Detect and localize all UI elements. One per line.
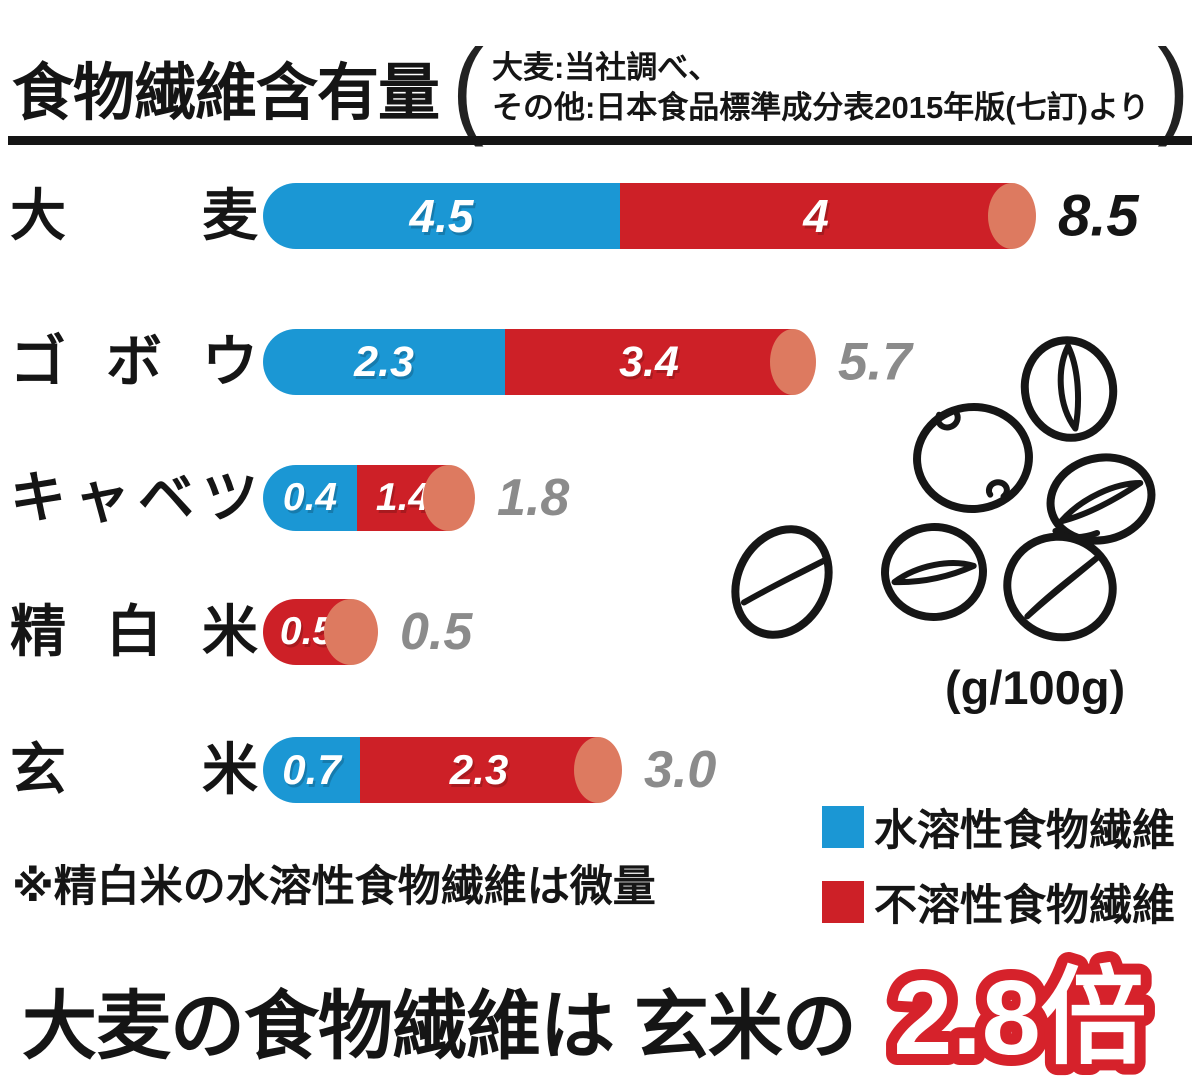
total-value: 5.7 bbox=[838, 332, 912, 392]
cylinder-end-cap bbox=[574, 737, 622, 803]
cylinder-end-cap bbox=[988, 183, 1036, 249]
source-note-line2: その他:日本食品標準成分表2015年版(七訂)より bbox=[491, 90, 1150, 125]
source-note-line1: 大麦:当社調べ、 bbox=[491, 49, 720, 85]
category-label-char: ウ bbox=[202, 330, 258, 393]
category-label-char: 玄 bbox=[10, 738, 66, 801]
header-divider bbox=[8, 136, 1192, 145]
soluble-fiber-segment: 4.5 bbox=[263, 183, 620, 249]
soluble-value: 4.5 bbox=[409, 190, 474, 242]
page-title: 食物繊維含有量 bbox=[12, 59, 440, 128]
insoluble-value: 1.4 bbox=[375, 476, 431, 519]
barley-grain-icon bbox=[881, 522, 987, 622]
category-label-char: 米 bbox=[202, 738, 258, 801]
insoluble-value: 2.3 bbox=[449, 746, 509, 793]
category-label-char: ャ bbox=[74, 466, 130, 529]
cylinder-end-cap bbox=[324, 599, 378, 665]
soluble-fiber-segment: 2.3 bbox=[263, 329, 505, 395]
legend-label: 不溶性食物繊維 bbox=[874, 882, 1175, 930]
insoluble-value: 4 bbox=[803, 190, 829, 242]
insoluble-fiber-segment: 4 bbox=[620, 183, 1012, 249]
category-label-char: ボ bbox=[106, 330, 162, 393]
source-note-close-paren: ) bbox=[1157, 27, 1190, 148]
headline: 大麦の食物繊維は 玄米の 2.8倍 bbox=[22, 938, 1178, 1088]
barley-grain-icon bbox=[1003, 532, 1117, 642]
legend: 水溶性食物繊維 不溶性食物繊維 bbox=[822, 796, 1175, 933]
insoluble-fiber-segment: 3.4 bbox=[505, 329, 793, 395]
unit-label: (g/100g) bbox=[945, 661, 1126, 714]
insoluble-value: 3.4 bbox=[619, 337, 679, 386]
barley-grain-icon bbox=[1020, 336, 1118, 442]
source-note: ( 大麦:当社調べ、 その他:日本食品標準成分表2015年版(七訂)より ) bbox=[452, 27, 1190, 148]
category-label-char: ゴ bbox=[10, 330, 66, 393]
category-label-char: ツ bbox=[202, 466, 258, 529]
category-label-char: ベ bbox=[138, 466, 194, 529]
soluble-value: 0.7 bbox=[282, 746, 341, 793]
category-label-char: 精 bbox=[10, 600, 66, 663]
total-value: 0.5 bbox=[400, 603, 473, 661]
cylinder-end-cap bbox=[423, 465, 475, 531]
category-label: 玄米 bbox=[10, 742, 258, 798]
headline-highlight-text: 2.8倍 bbox=[893, 959, 1146, 1077]
source-note-text: 大麦:当社調べ、 その他:日本食品標準成分表2015年版(七訂)より bbox=[492, 48, 1149, 129]
category-label-char: 麦 bbox=[202, 184, 258, 247]
chart-row-ゴボウ: ゴボウ 2.3 3.4 5.7 bbox=[0, 329, 1200, 395]
category-label: キャベツ bbox=[10, 470, 258, 526]
category-label-char: 白 bbox=[106, 600, 162, 663]
soluble-fiber-segment: 0.7 bbox=[263, 737, 360, 803]
category-label: ゴボウ bbox=[10, 334, 258, 390]
source-note-open-paren: ( bbox=[452, 27, 484, 148]
chart-row-キャベツ: キャベツ 0.4 1.4 1.8 bbox=[0, 465, 1200, 531]
category-label-char: キ bbox=[10, 466, 66, 529]
legend-item: 水溶性食物繊維 bbox=[822, 796, 1175, 858]
total-value: 3.0 bbox=[644, 741, 717, 799]
category-label: 精白米 bbox=[10, 604, 258, 660]
legend-swatch bbox=[822, 881, 864, 923]
chart-row-玄米: 玄米 0.7 2.3 3.0 bbox=[0, 737, 1200, 803]
category-label-char: 大 bbox=[10, 184, 66, 247]
chart-row-精白米: 精白米 0.5 0.5 bbox=[0, 599, 1200, 665]
soluble-fiber-segment: 0.4 bbox=[263, 465, 357, 531]
legend-swatch bbox=[822, 806, 864, 848]
insoluble-fiber-segment: 2.3 bbox=[360, 737, 598, 803]
soluble-value: 0.4 bbox=[282, 476, 338, 519]
legend-item: 不溶性食物繊維 bbox=[822, 871, 1175, 933]
headline-highlight: 2.8倍 bbox=[882, 948, 1157, 1088]
barley-grain-icon bbox=[731, 525, 833, 639]
barley-grains-illustration bbox=[731, 336, 1156, 642]
legend-label: 水溶性食物繊維 bbox=[874, 807, 1175, 855]
total-value: 8.5 bbox=[1058, 183, 1139, 249]
footnote: ※精白米の水溶性食物繊維は微量 bbox=[12, 863, 656, 911]
barley-grain-icon bbox=[913, 402, 1033, 514]
category-label: 大麦 bbox=[10, 188, 258, 244]
chart-row-大麦: 大麦 4.5 4 8.5 bbox=[0, 183, 1200, 249]
category-label-char: 米 bbox=[202, 600, 258, 663]
headline-text: 大麦の食物繊維は 玄米の bbox=[22, 983, 857, 1068]
total-value: 1.8 bbox=[497, 469, 570, 527]
cylinder-end-cap bbox=[770, 329, 816, 395]
soluble-value: 2.3 bbox=[354, 337, 414, 386]
